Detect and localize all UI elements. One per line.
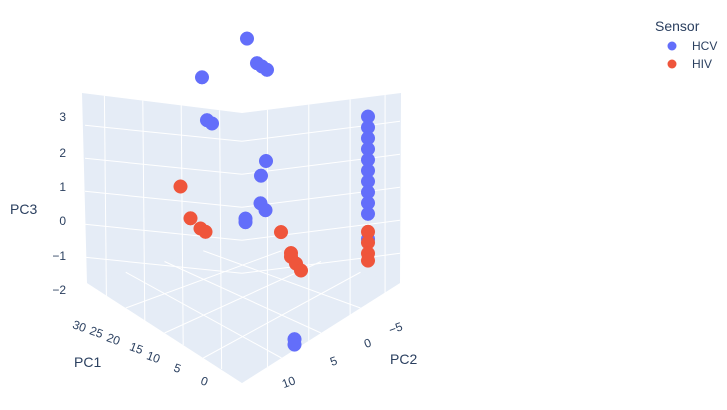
z-gridline-left — [84, 223, 243, 241]
x-gridline — [219, 110, 223, 370]
scatter-point-hcv[interactable] — [204, 116, 220, 131]
legend-marker-hiv — [667, 59, 677, 69]
legend-title: Sensor — [655, 18, 700, 34]
y-tick-label: 0 — [362, 335, 373, 351]
scatter-point-hcv[interactable] — [360, 206, 376, 221]
legend-item-hcv[interactable]: HCV — [667, 39, 718, 53]
z-tick-label: −1 — [52, 249, 66, 263]
z-gridline-right — [241, 219, 401, 241]
z-tick-label: 0 — [59, 214, 66, 228]
x-axis-title: PC1 — [74, 354, 101, 370]
z-gridline-right — [241, 87, 401, 109]
z-gridline-left — [84, 91, 243, 109]
scatter-point-hcv[interactable] — [253, 168, 269, 183]
scatter-point-hiv[interactable] — [360, 253, 376, 268]
z-gridline-left — [84, 190, 243, 208]
legend: Sensor HCV HIV — [655, 18, 717, 71]
z-tick-label: 2 — [59, 146, 66, 160]
x-tick-label: 5 — [172, 361, 183, 377]
scatter-point-hiv[interactable] — [293, 263, 309, 278]
z-tick-label: 3 — [59, 110, 66, 124]
z-gridline-left — [84, 157, 243, 175]
y-axis-ticks: −5 0 5 10 — [280, 319, 405, 391]
y-axis-title: PC2 — [390, 351, 417, 367]
z-axis-title: PC3 — [10, 201, 37, 217]
x-tick-label: 30 — [71, 317, 89, 335]
y-tick-label: 5 — [328, 353, 339, 369]
z-gridline-left — [84, 256, 243, 274]
y-tick-label: 10 — [280, 373, 298, 391]
legend-item-hiv[interactable]: HIV — [667, 57, 713, 71]
z-axis-ticks: 3 2 1 0 −1 −2 — [52, 110, 66, 297]
z-tick-label: −2 — [52, 283, 66, 297]
y-tick-label: −5 — [387, 319, 405, 337]
scatter-point-hcv[interactable] — [238, 215, 253, 230]
scatter-point-hcv[interactable] — [258, 153, 274, 169]
floor-gridline — [203, 250, 361, 309]
floor-gridline — [164, 261, 322, 334]
scatter-point-hcv[interactable] — [258, 203, 273, 218]
gridlines — [84, 87, 401, 370]
x-tick-label: 10 — [145, 348, 163, 366]
scatter-point-hiv[interactable] — [173, 179, 188, 194]
floor-gridline — [203, 271, 361, 359]
x-tick-label: 20 — [105, 330, 123, 348]
z-gridline-left — [84, 124, 243, 142]
scatter-point-hiv[interactable] — [273, 225, 289, 240]
scatter-point-hiv[interactable] — [198, 224, 213, 239]
data-points — [173, 31, 376, 352]
x-gridline — [103, 95, 107, 298]
x-tick-label: 25 — [88, 323, 106, 341]
legend-marker-hcv — [667, 41, 677, 51]
x-gridline — [180, 105, 184, 346]
legend-label-hiv: HIV — [692, 57, 712, 71]
z-tick-label: 1 — [59, 180, 66, 194]
x-tick-label: 15 — [128, 339, 146, 357]
legend-label-hcv: HCV — [692, 39, 717, 53]
x-gridline — [142, 100, 146, 322]
scatter-point-hcv[interactable] — [287, 337, 302, 352]
scatter-point-hcv[interactable] — [259, 62, 275, 77]
scatter-point-hcv[interactable] — [194, 70, 210, 85]
scatter-point-hiv[interactable] — [183, 211, 198, 226]
scatter-point-hcv[interactable] — [239, 31, 255, 46]
x-tick-label: 0 — [199, 374, 210, 390]
floor — [87, 240, 400, 383]
